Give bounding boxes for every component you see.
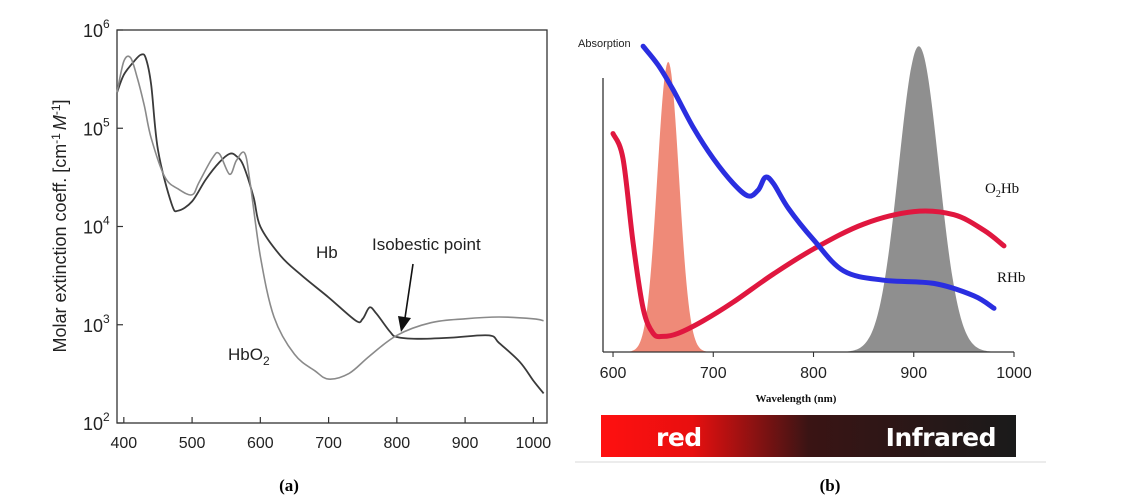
panel-a-y-label-exp2: -1 [49, 104, 63, 115]
panel-b-o2hb-o: O [985, 181, 996, 197]
panel-b-color-bar-red-label: red [656, 423, 702, 452]
panel-a-series [116, 53, 545, 394]
panel-a-x-axis: 400 500 600 700 800 900 1000 [110, 417, 551, 452]
panel-a-y-tick-label: 105 [83, 115, 110, 139]
panel-b-series-label-o2hb: O2Hb [985, 181, 1019, 200]
panel-b-color-bar-fill [601, 415, 1016, 457]
panel-a-line-hb [116, 53, 545, 394]
panel-b-o2hb-tail: Hb [1001, 181, 1019, 197]
panel-a-hbo2-sub: 2 [263, 354, 270, 368]
panel-a-y-label-unit: M [50, 115, 70, 130]
panel-b-color-bar: red Infrared [601, 415, 1016, 457]
panel-a-x-tick-label: 600 [247, 435, 274, 452]
panel-a-y-tick-label: 104 [83, 214, 110, 238]
panel-a-x-tick-label: 1000 [516, 435, 552, 452]
panel-b-chart: 600 700 800 900 1000 Absorption Wavelength (… [575, 38, 1046, 495]
panel-b-series [610, 43, 1007, 340]
panel-a-chart: 102 103 104 105 106 400 500 600 700 800 900 1000 M… [49, 17, 551, 495]
panel-b-x-tick-label: 700 [700, 365, 727, 382]
panel-a-y-tick-label: 103 [83, 312, 110, 336]
panel-b-y-axis-label: Absorption [578, 38, 631, 50]
panel-b-x-tick-label: 900 [900, 365, 927, 382]
panel-b-red-led-band [623, 61, 713, 353]
panel-b-x-tick-label: 800 [800, 365, 827, 382]
panel-b-led-bands [623, 46, 1002, 353]
panel-b-line-rhb [640, 43, 997, 311]
panel-a-x-tick-label: 900 [452, 435, 479, 452]
panel-a-y-label-exp1: -1 [49, 133, 63, 144]
panel-b-o2hb-sub: 2 [996, 189, 1001, 200]
panel-a-caption: (a) [279, 476, 299, 495]
panel-a-plot-frame [116, 29, 548, 424]
panel-a-annotation-arrow [398, 263, 414, 332]
panel-a-x-tick-label: 800 [383, 435, 410, 452]
panel-a-line-hbo2 [116, 55, 544, 380]
panel-b-x-tick-label: 1000 [996, 365, 1032, 382]
panel-b-infrared-led-band [835, 46, 1002, 353]
panel-a-x-tick-label: 400 [110, 435, 137, 452]
panel-a-y-tick-label: 106 [83, 17, 110, 41]
panel-a-series-label-hb: Hb [316, 243, 338, 262]
panel-a-x-tick-label: 700 [315, 435, 342, 452]
panel-a-x-tick-label: 500 [179, 435, 206, 452]
panel-a-y-axis-label: Molar extinction coeff. [cm-1M-1] [49, 99, 70, 352]
panel-b-color-bar-infrared-label: Infrared [886, 423, 996, 452]
panel-a-y-label-close: ] [50, 99, 70, 104]
panel-a-hbo2-base: HbO [228, 345, 263, 364]
panel-a-series-label-hbo2: HbO2 [228, 345, 270, 368]
panel-b-line-o2hb [610, 131, 1007, 340]
panel-a-y-axis: 102 103 104 105 106 [83, 17, 123, 434]
panel-b-x-tick-label: 600 [600, 365, 627, 382]
panel-a-y-label-main: Molar extinction coeff. [cm [50, 144, 70, 353]
panel-b-caption: (b) [820, 476, 841, 495]
panel-b-x-axis-label: Wavelength (nm) [756, 393, 837, 405]
panel-a-annotation-isobestic: Isobestic point [372, 235, 481, 254]
panel-b-series-label-rhb: RHb [997, 270, 1025, 286]
panel-b-x-axis: 600 700 800 900 1000 [600, 352, 1032, 382]
panel-a-y-tick-label: 102 [83, 410, 110, 434]
